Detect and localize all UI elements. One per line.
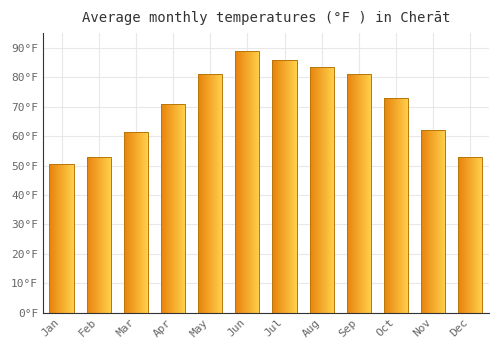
Bar	[458, 157, 482, 313]
Bar	[384, 98, 408, 313]
Bar	[236, 51, 260, 313]
Bar	[124, 132, 148, 313]
Bar	[50, 164, 74, 313]
Bar	[86, 157, 111, 313]
Title: Average monthly temperatures (°F ) in Cherāt: Average monthly temperatures (°F ) in Ch…	[82, 11, 450, 25]
Bar	[421, 130, 445, 313]
Bar	[161, 104, 185, 313]
Bar	[272, 60, 296, 313]
Bar	[347, 75, 371, 313]
Bar	[310, 67, 334, 313]
Bar	[198, 75, 222, 313]
